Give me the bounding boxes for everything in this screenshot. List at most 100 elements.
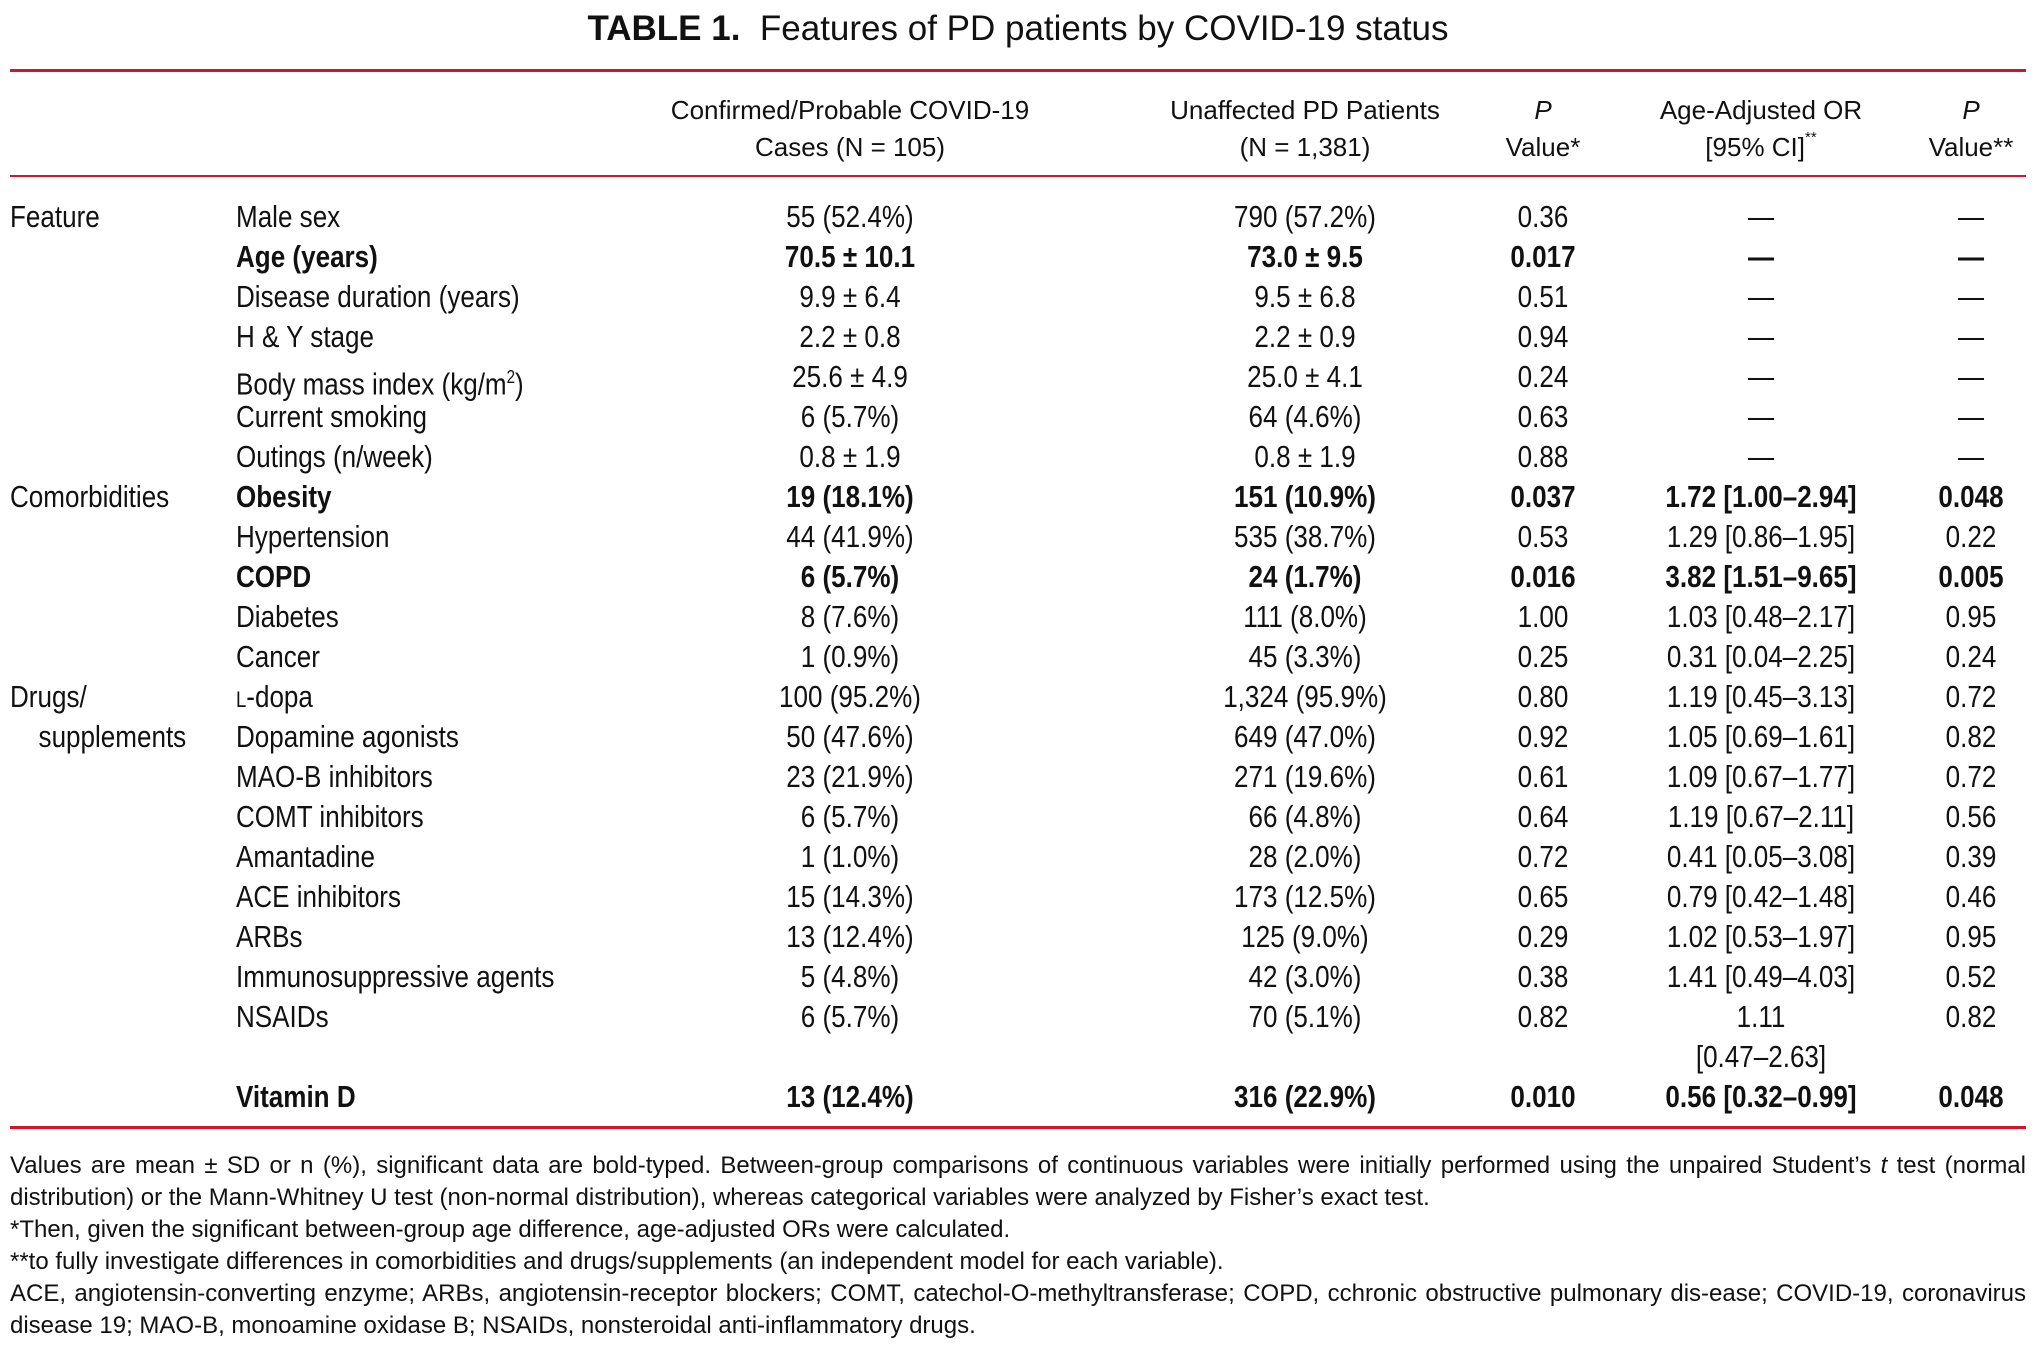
row-covid-value: 44 (41.9%) <box>786 519 914 554</box>
row-or-value: — <box>1747 439 1775 474</box>
header-unaffected: Unaffected PD Patients (N = 1,381) <box>1095 92 1515 166</box>
header-p2-word: Value <box>1928 132 1994 162</box>
row-unaffected-value: 0.8 ± 1.9 <box>1254 439 1356 474</box>
row-or-value: 1.03 [0.48–2.17] <box>1666 599 1856 634</box>
row-p2-value: 0.52 <box>1945 959 1997 994</box>
header-p-word: Value <box>1505 132 1571 162</box>
row-p-value: 0.65 <box>1517 879 1569 914</box>
table-row: Drugs/l-dopa 100 (95.2%) 1,324 (95.9%) 0.80… <box>0 677 2036 717</box>
row-unaffected-value: 45 (3.3%) <box>1248 639 1362 674</box>
row-or-value: 1.19 [0.45–3.13] <box>1666 679 1856 714</box>
header-covid-line1: Confirmed/Probable COVID-19 <box>670 95 1030 125</box>
table-row: Age (years) 70.5 ± 10.1 73.0 ± 9.5 0.017 — — <box>0 237 2036 277</box>
row-covid-value: 6 (5.7%) <box>800 399 900 434</box>
row-p-value: 0.53 <box>1517 519 1569 554</box>
row-group-label: Feature <box>10 199 100 234</box>
note-values: Values are mean ± SD or n (%), significa… <box>10 1150 2026 1214</box>
row-unaffected-value: 24 (1.7%) <box>1248 559 1362 594</box>
row-p2-value: 0.005 <box>1938 559 2004 594</box>
row-p-value: 0.24 <box>1517 359 1569 394</box>
row-group-label: supplements <box>38 719 187 754</box>
header-or-line2: [95% CI]** <box>1636 129 1886 166</box>
row-feature-name: Disease duration (years) <box>236 279 520 314</box>
row-or-value: 0.31 [0.04–2.25] <box>1666 639 1856 674</box>
row-or-value: 1.29 [0.86–1.95] <box>1666 519 1856 554</box>
row-p-value: 0.64 <box>1517 799 1569 834</box>
row-or-value: — <box>1747 399 1775 434</box>
row-p-value: 0.72 <box>1517 839 1569 874</box>
row-unaffected-value: 66 (4.8%) <box>1248 799 1362 834</box>
table-label: TABLE 1. <box>587 9 741 48</box>
header-p-italic: P <box>1534 95 1552 125</box>
table-row: H & Y stage 2.2 ± 0.8 2.2 ± 0.9 0.94 — — <box>0 317 2036 357</box>
row-or-value: — <box>1747 319 1775 354</box>
row-p-value: 0.61 <box>1517 759 1569 794</box>
row-p2-value: 0.22 <box>1945 519 1997 554</box>
table-row: Body mass index (kg/m2) 25.6 ± 4.9 25.0 ± … <box>0 357 2036 401</box>
row-or-value: 1.02 [0.53–1.97] <box>1666 919 1856 954</box>
row-or-value: 0.79 [0.42–1.48] <box>1666 879 1856 914</box>
row-feature-name: Age (years) <box>236 239 378 274</box>
row-unaffected-value: 42 (3.0%) <box>1248 959 1362 994</box>
row-covid-value: 9.9 ± 6.4 <box>799 279 901 314</box>
header-p-value: P Value* <box>1478 92 1608 166</box>
row-p-value: 0.51 <box>1517 279 1569 314</box>
row-feature-name: Dopamine agonists <box>236 719 459 754</box>
row-p2-value: — <box>1957 439 1985 474</box>
header-rule <box>10 175 2026 177</box>
row-unaffected-value: 28 (2.0%) <box>1248 839 1362 874</box>
row-unaffected-value: 2.2 ± 0.9 <box>1254 319 1356 354</box>
row-or-line2: [0.47–2.63] <box>1695 1039 1827 1074</box>
row-feature-name: NSAIDs <box>236 999 329 1034</box>
row-or-value: — <box>1747 359 1775 394</box>
row-feature-name: ARBs <box>236 919 303 954</box>
row-p2-value: — <box>1957 399 1985 434</box>
row-covid-value: 25.6 ± 4.9 <box>792 359 908 394</box>
header-p-mark: * <box>1570 132 1581 162</box>
row-unaffected-value: 649 (47.0%) <box>1234 719 1376 754</box>
row-unaffected-value: 64 (4.6%) <box>1248 399 1362 434</box>
row-feature-name-sup: 2 <box>506 367 516 387</box>
row-feature-name-rest: -dopa <box>246 679 313 714</box>
row-or-value: 1.09 [0.67–1.77] <box>1666 759 1856 794</box>
row-covid-value: 5 (4.8%) <box>800 959 900 994</box>
row-feature-name: Body mass index (kg/m2) <box>236 357 555 404</box>
table-row: Comorbidities Obesity 19 (18.1%) 151 (10.9%… <box>0 477 2036 517</box>
row-p2-value: 0.95 <box>1945 919 1997 954</box>
row-p-value: 0.25 <box>1517 639 1569 674</box>
table-row: Current smoking 6 (5.7%) 64 (4.6%) 0.63 — — <box>0 397 2036 437</box>
row-covid-value: 1 (1.0%) <box>800 839 900 874</box>
note-abbreviations: ACE, angiotensin-converting enzyme; ARBs… <box>10 1280 2026 1339</box>
table-row: Diabetes 8 (7.6%) 111 (8.0%) 1.00 1.03 [0.48… <box>0 597 2036 637</box>
row-feature-name: Immunosuppressive agents <box>236 959 555 994</box>
row-covid-value: 15 (14.3%) <box>786 879 914 914</box>
table-row: supplements Dopamine agonists 50 (47.6%) 64… <box>0 717 2036 757</box>
row-p-value: 1.00 <box>1517 599 1569 634</box>
row-p-value: 0.92 <box>1517 719 1569 754</box>
row-p2-value: — <box>1957 279 1985 314</box>
header-or-line1: Age-Adjusted OR <box>1659 95 1863 125</box>
row-covid-value: 70.5 ± 10.1 <box>784 239 916 274</box>
row-p2-value: 0.82 <box>1945 719 1997 754</box>
row-covid-value: 23 (21.9%) <box>786 759 914 794</box>
row-unaffected-value: 111 (8.0%) <box>1243 599 1367 634</box>
row-feature-name: COMT inhibitors <box>236 799 424 834</box>
row-feature-name: l-dopa <box>236 677 555 717</box>
row-p2-value: — <box>1957 319 1985 354</box>
table-row: COMT inhibitors 6 (5.7%) 66 (4.8%) 0.64 1.19… <box>0 797 2036 837</box>
row-p-value: 0.017 <box>1510 239 1576 274</box>
table-row: Outings (n/week) 0.8 ± 1.9 0.8 ± 1.9 0.88 — — <box>0 437 2036 477</box>
note-age-adjusted: *Then, given the significant between-gro… <box>10 1216 1011 1243</box>
row-or-value: 0.41 [0.05–3.08] <box>1666 839 1856 874</box>
row-unaffected-value: 73.0 ± 9.5 <box>1247 239 1363 274</box>
header-p2-value: P Value** <box>1908 92 2034 166</box>
row-p-value: 0.010 <box>1510 1079 1576 1114</box>
header-p2-italic: P <box>1962 95 1980 125</box>
row-p2-value: 0.39 <box>1945 839 1997 874</box>
row-p2-value: 0.56 <box>1945 799 1997 834</box>
table-notes: Values are mean ± SD or n (%), significa… <box>10 1150 2026 1342</box>
row-or-value: 1.11 [0.47–2.63] <box>1656 997 1866 1077</box>
row-unaffected-value: 125 (9.0%) <box>1241 919 1369 954</box>
header-p2-text: Value** <box>1908 129 2034 166</box>
row-p2-value: — <box>1957 359 1985 394</box>
